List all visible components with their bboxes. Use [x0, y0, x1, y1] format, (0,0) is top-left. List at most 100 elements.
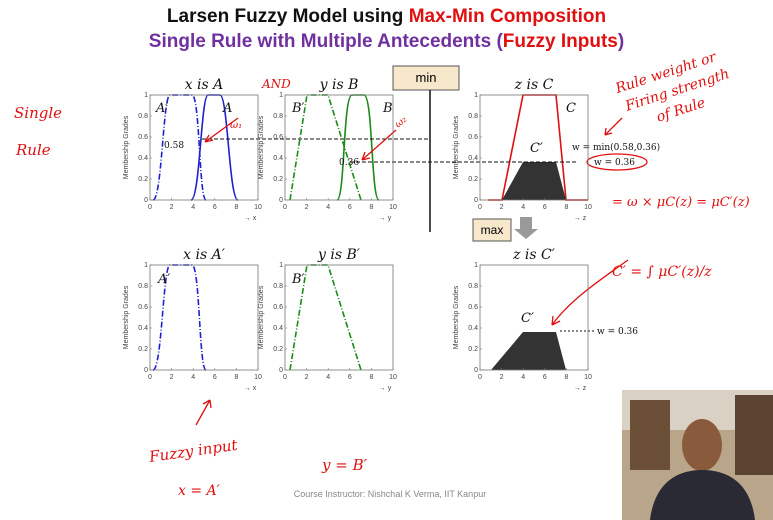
video-shelf: [735, 395, 773, 475]
x-tick-label: 0: [478, 204, 482, 211]
w-min-label: w = min(0.58,0.36): [572, 142, 660, 153]
plot-title: y is B′: [317, 247, 361, 263]
curve-label: C′: [521, 311, 534, 326]
video-shelf: [630, 400, 670, 470]
x-tick-label: 6: [543, 374, 547, 381]
y-tick-label: 0.2: [138, 176, 148, 183]
x-tick-label: 10: [584, 204, 592, 211]
x-tick-label: 4: [191, 374, 195, 381]
y-tick-label: 0.6: [273, 304, 283, 311]
plot-title: y is B: [319, 77, 359, 93]
y-tick-label: 0: [279, 367, 283, 374]
plot-title: x is A′: [183, 247, 226, 263]
y-tick-label: 1: [279, 262, 283, 269]
x-tick-label: 10: [584, 374, 592, 381]
x-tick-label: 0: [283, 374, 287, 381]
handwriting: y = B′: [321, 456, 368, 474]
x-tick-label: 8: [369, 374, 373, 381]
y-axis-label: Membership Grades: [258, 115, 265, 179]
y-tick-label: 0.6: [138, 134, 148, 141]
curve-label: C: [566, 101, 576, 116]
y-tick-label: 0.2: [468, 176, 478, 183]
handwriting: = ω × μC(z) = μC′(z): [612, 195, 750, 210]
x-tick-label: 10: [254, 374, 262, 381]
x-axis-label: → y: [379, 385, 392, 392]
x-tick-label: 0: [148, 204, 152, 211]
handwriting: ω₁: [230, 120, 242, 131]
x-tick-label: 8: [234, 204, 238, 211]
y-tick-label: 0.4: [468, 155, 478, 162]
x-tick-label: 4: [521, 204, 525, 211]
y-tick-label: 0.4: [273, 325, 283, 332]
footer: Course Instructor: Nishchal K Verma, IIT…: [294, 489, 486, 499]
pen-arrow: [362, 130, 396, 160]
x-tick-label: 2: [305, 204, 309, 211]
curve-label: B′: [291, 272, 305, 287]
plot-title: z is C: [514, 77, 554, 93]
x-tick-label: 0: [283, 204, 287, 211]
y-tick-label: 0.8: [138, 113, 148, 120]
y-tick-label: 0.2: [138, 346, 148, 353]
rule-weight-note: Rule weight or Firing strength of Rule: [613, 47, 738, 135]
x-tick-label: 8: [564, 374, 568, 381]
handwriting: Fuzzy input: [147, 436, 239, 466]
x-axis-label: → y: [379, 215, 392, 222]
y-tick-label: 0.2: [273, 176, 283, 183]
y-tick-label: 0: [474, 367, 478, 374]
curve-label: A: [222, 101, 232, 116]
y-tick-label: 1: [474, 262, 478, 269]
x-tick-label: 2: [170, 374, 174, 381]
x-tick-label: 8: [234, 374, 238, 381]
plot-title: x is A: [185, 77, 224, 93]
handwriting: AND: [261, 77, 291, 91]
x-tick-label: 10: [389, 204, 397, 211]
x-tick-label: 0: [478, 374, 482, 381]
y-tick-label: 0.8: [468, 113, 478, 120]
y-tick-label: 0.8: [273, 283, 283, 290]
curve-label: B: [382, 101, 393, 116]
x-tick-label: 0: [148, 374, 152, 381]
x-tick-label: 2: [500, 374, 504, 381]
y-tick-label: 0.6: [468, 304, 478, 311]
x-tick-label: 2: [305, 374, 309, 381]
curve-label: C′: [530, 141, 543, 156]
y-axis-label: Membership Grades: [123, 285, 130, 349]
min-label: min: [416, 70, 437, 85]
w-value-label: w = 0.36: [597, 327, 638, 337]
max-label: max: [481, 223, 504, 237]
x-tick-label: 8: [564, 204, 568, 211]
curve-label: A′: [157, 272, 170, 287]
y-axis-label: Membership Grades: [453, 115, 460, 179]
y-tick-label: 0.6: [273, 134, 283, 141]
x-tick-label: 8: [369, 204, 373, 211]
x-tick-label: 4: [326, 374, 330, 381]
x-tick-label: 2: [170, 204, 174, 211]
x-axis-label: → x: [244, 385, 257, 392]
y-tick-label: 1: [144, 92, 148, 99]
y-tick-label: 0: [144, 367, 148, 374]
curve-label: A′: [155, 101, 168, 116]
y-tick-label: 0: [474, 197, 478, 204]
x-tick-label: 6: [213, 374, 217, 381]
max-arrow: [514, 217, 538, 239]
handwriting: x = A′: [178, 483, 221, 499]
y-tick-label: 0.2: [273, 346, 283, 353]
y-axis-label: Membership Grades: [123, 115, 130, 179]
pen-arrow: [605, 118, 622, 135]
x-tick-label: 6: [543, 204, 547, 211]
curve-label: B′: [291, 101, 305, 116]
y-axis-label: Membership Grades: [453, 285, 460, 349]
y-tick-label: 0.4: [468, 325, 478, 332]
x-tick-label: 4: [326, 204, 330, 211]
value-label: 0.36: [339, 158, 359, 168]
x-tick-label: 6: [348, 374, 352, 381]
slide-canvas: min max 0.58 0.36 w = min(0.58,0.36) w =…: [0, 0, 773, 520]
y-tick-label: 1: [279, 92, 283, 99]
x-axis-label: → x: [244, 215, 257, 222]
curve-b: [337, 95, 379, 200]
x-tick-label: 6: [213, 204, 217, 211]
y-tick-label: 0: [279, 197, 283, 204]
y-tick-label: 0.8: [138, 283, 148, 290]
area-c-prime: [502, 162, 566, 200]
x-tick-label: 4: [521, 374, 525, 381]
